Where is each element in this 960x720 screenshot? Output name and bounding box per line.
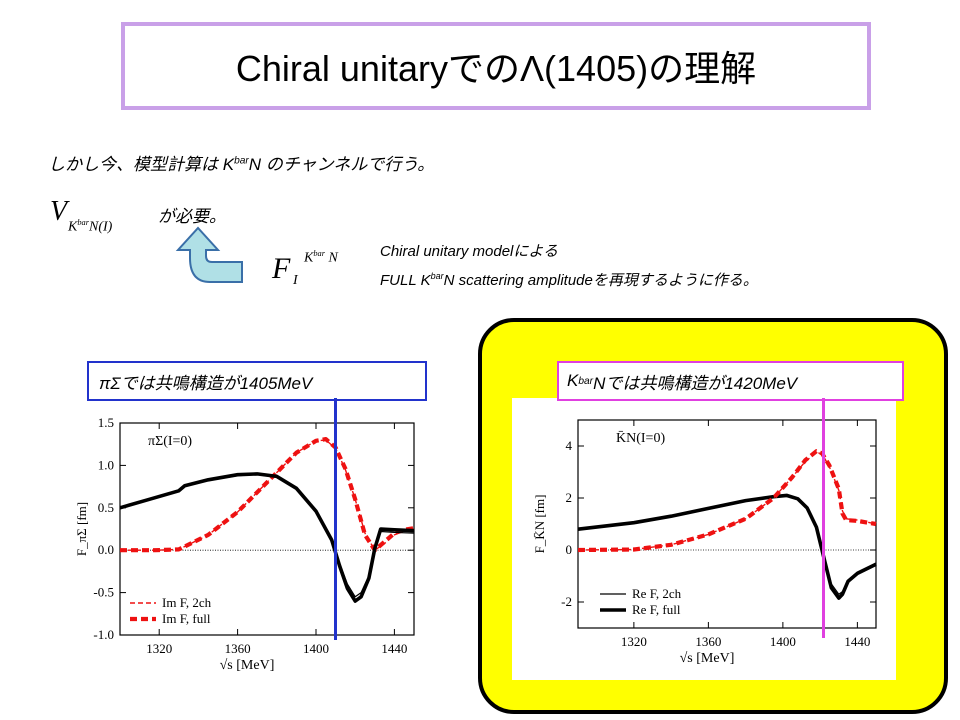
line1-part-a: しかし今、模型計算は K <box>48 155 235 174</box>
left-xtick-label: 1400 <box>303 641 329 656</box>
left-ytick-label: 1.0 <box>98 457 114 472</box>
left-xtick-label: 1360 <box>225 641 251 656</box>
right-legend-label: Re F, 2ch <box>632 586 682 601</box>
title-part-b: での <box>447 48 520 89</box>
description-line-1: Chiral unitary modelによる <box>380 243 558 260</box>
right-xtick-label: 1440 <box>844 634 870 649</box>
left-marker-line <box>334 398 338 640</box>
desc2-sup: bar <box>430 271 444 281</box>
right-ytick-label: 4 <box>566 438 573 453</box>
right-series-line <box>577 451 877 551</box>
left-series-line <box>119 472 415 603</box>
right-plot-background <box>512 398 896 680</box>
f-superscript: Kbar N <box>304 249 338 267</box>
f-sup-k: K <box>304 250 314 266</box>
line1-sup: bar <box>234 155 249 167</box>
title: Chiral unitaryでのΛ(1405)の理解 <box>236 40 756 92</box>
right-xtick-label: 1320 <box>621 634 647 649</box>
left-ytick-label: 0.0 <box>98 542 114 557</box>
left-ytick-label: -1.0 <box>93 627 114 642</box>
right-ytick-label: 0 <box>566 542 573 557</box>
right-ytick-label: -2 <box>561 594 572 609</box>
left-xtick-label: 1440 <box>381 641 407 656</box>
right-label-part-a: K <box>567 371 579 390</box>
left-ytick-label: 1.5 <box>98 415 114 430</box>
v-sub-rest: N(I) <box>88 219 113 235</box>
right-series-line <box>577 493 877 600</box>
v-sub-k: K <box>68 219 78 235</box>
curved-arrow-icon <box>175 226 243 283</box>
left-ytick-label: -0.5 <box>93 585 114 600</box>
left-ytick-label: 0.5 <box>98 500 114 515</box>
title-part-d: の理解 <box>648 48 757 89</box>
right-ylabel: F_K̄N [fm] <box>532 495 547 554</box>
f-subscript: I <box>293 273 298 288</box>
v-sub-sup: bar <box>77 218 89 227</box>
left-legend-label: Im F, full <box>162 611 211 626</box>
left-chart-label: πΣでは共鳴構造が1405MeV <box>87 361 427 401</box>
right-ytick-label: 2 <box>566 490 573 505</box>
f-sup-rest: N <box>324 250 338 266</box>
right-series-line <box>577 449 877 553</box>
title-part-c: Λ(1405) <box>519 48 649 89</box>
right-panel-label: K̄N(I=0) <box>616 430 665 446</box>
left-ylabel: F_πΣ [fm] <box>74 502 89 556</box>
right-xlabel: √s [MeV] <box>680 651 735 666</box>
title-part-a: Chiral unitary <box>235 48 448 89</box>
f-symbol: F <box>272 252 291 285</box>
v-subscript: KbarN(I) <box>68 218 112 236</box>
description-line-2: FULL KbarN scattering amplitudeを再現するように作… <box>380 269 758 290</box>
right-marker-line <box>822 398 826 638</box>
right-label-sup: bar <box>578 375 594 387</box>
title-box: Chiral unitaryでのΛ(1405)の理解 <box>121 22 871 110</box>
left-legend-label: Im F, 2ch <box>162 595 212 610</box>
pisigma-chart: 1320 1360 1400 1440 -1.0 -0.5 0.0 0.5 1.0 1.5 √s [… <box>74 415 415 673</box>
needed-text: が必要。 <box>158 207 226 226</box>
v-symbol: V <box>50 196 68 227</box>
desc2-part-b: N scattering amplitudeを再現するように作る。 <box>443 272 758 289</box>
left-series-line <box>120 439 415 551</box>
left-xlabel: √s [MeV] <box>220 658 275 673</box>
right-xtick-label: 1400 <box>770 634 796 649</box>
right-label-part-b: Nでは共鳴構造が1420MeV <box>593 373 798 393</box>
right-xtick-label: 1360 <box>695 634 721 649</box>
right-series-line <box>577 495 877 595</box>
desc2-part-a: FULL K <box>380 272 431 289</box>
right-legend-label: Re F, full <box>632 602 681 617</box>
left-xtick-label: 1320 <box>146 641 172 656</box>
body-line-1: しかし今、模型計算は KbarN のチャンネルで行う。 <box>48 150 434 175</box>
line1-part-b: N のチャンネルで行う。 <box>248 155 435 174</box>
f-sup-bar: bar <box>313 249 325 258</box>
left-panel-label: πΣ(I=0) <box>148 434 192 449</box>
kbarn-chart: 1320 1360 1400 1440 -2 0 2 4 √s [MeV] F_K̄N [fm] K… <box>532 419 877 666</box>
